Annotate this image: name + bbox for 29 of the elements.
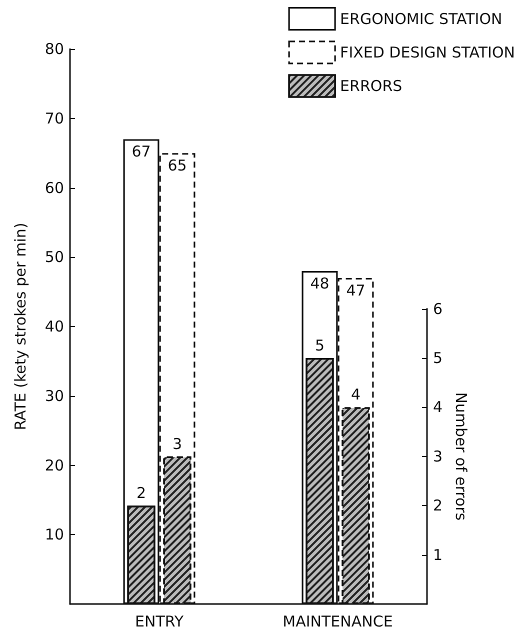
y2-axis-title: Number of errors (452, 392, 470, 521)
y-tick-label: 70 (44, 109, 64, 128)
legend-label: FIXED DESIGN STATION (340, 43, 516, 62)
data-label: 5 (314, 336, 325, 354)
y2-tick-label: 5 (433, 349, 443, 367)
y-axis-title: RATE (kety strokes per min) (12, 222, 30, 430)
y-tick-label: 10 (44, 526, 64, 544)
y-tick-label: 40 (44, 318, 64, 336)
y2-tick-label: 6 (433, 300, 443, 318)
y2-tick-label: 3 (433, 447, 443, 466)
x-tick-label: MAINTENANCE (282, 612, 393, 630)
y2-tick-label: 1 (433, 546, 443, 564)
y2-tick-label: 2 (433, 496, 443, 515)
data-label: 67 (132, 142, 151, 161)
data-label: 2 (136, 484, 146, 502)
data-label: 4 (350, 386, 361, 404)
x-tick-label: ENTRY (135, 612, 184, 630)
y-tick-label: 20 (44, 456, 64, 474)
legend-label: ERGONOMIC STATION (340, 10, 502, 28)
data-label: 47 (346, 281, 366, 300)
data-label: 3 (172, 434, 182, 453)
y-tick-label: 50 (44, 248, 64, 266)
data-label: 65 (168, 156, 187, 175)
y-tick-label: 80 (44, 40, 64, 58)
y-tick-label: 60 (44, 178, 64, 197)
y-tick-label: 30 (44, 386, 64, 405)
data-label: 48 (310, 274, 330, 292)
y2-tick-label: 4 (433, 398, 443, 416)
legend-label: ERRORS (340, 77, 402, 95)
